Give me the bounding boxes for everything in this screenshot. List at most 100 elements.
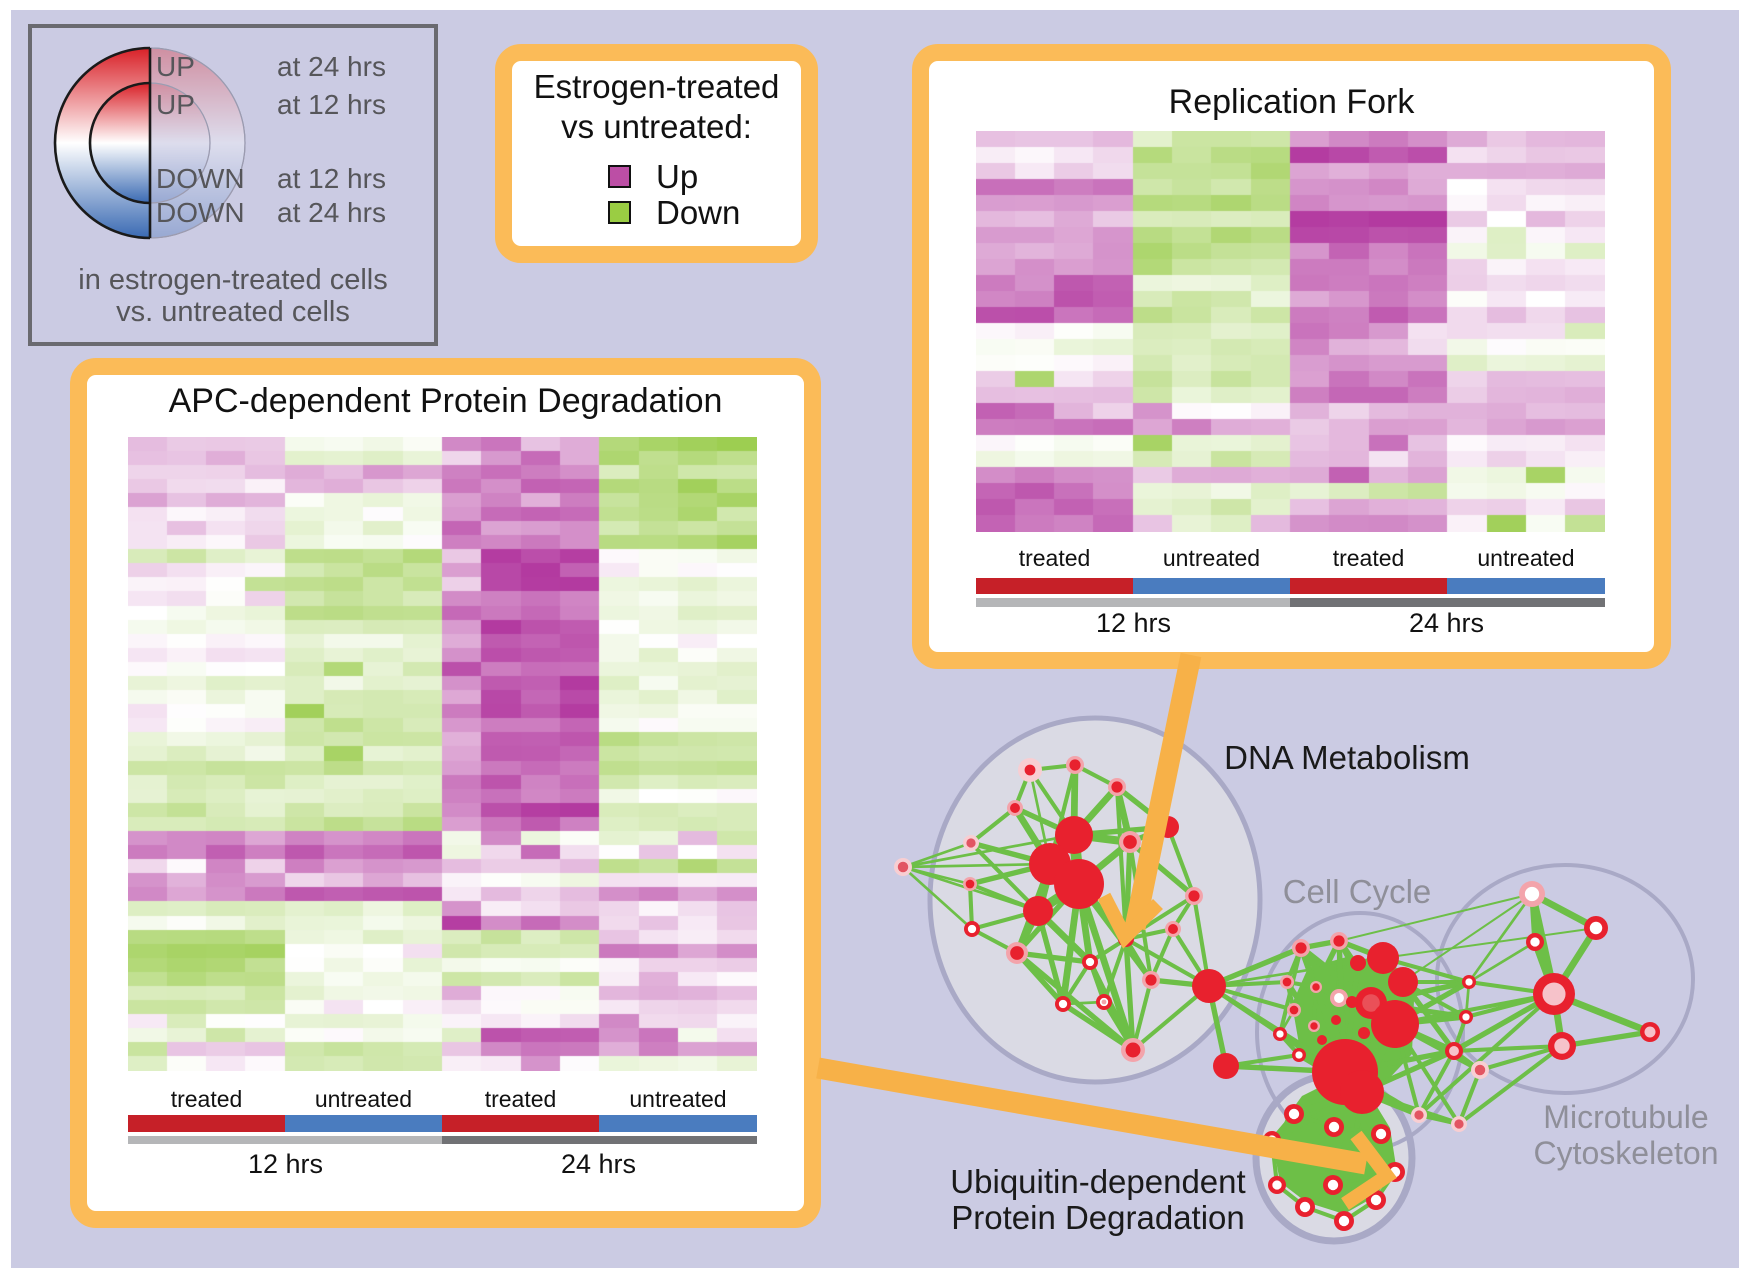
- apc-group-label-3: treated: [484, 1086, 557, 1112]
- network-node-d22: [1142, 971, 1160, 989]
- rf-untreated-24-bar: [1447, 578, 1605, 594]
- network-node-c22: [1451, 1116, 1467, 1132]
- network-node-d13: [1119, 831, 1141, 853]
- apc-12hrs-bar: [128, 1136, 442, 1144]
- network-node-c6: [1280, 975, 1294, 989]
- network-edge: [1382, 927, 1597, 959]
- network-node-m3: [1526, 933, 1544, 951]
- network-node-d20: [1055, 996, 1071, 1012]
- network-edge: [1131, 979, 1153, 1051]
- network-node-u1: [1284, 1104, 1304, 1124]
- network-node-c11: [1287, 1003, 1301, 1017]
- legend-caption-line1: in estrogen-treated cells: [78, 264, 388, 296]
- network-edge: [1457, 1044, 1564, 1126]
- network-edge: [1479, 1044, 1563, 1072]
- network-node-c19: [1445, 1042, 1463, 1060]
- network-node-d19: [1082, 954, 1098, 970]
- network-node-c1: [1292, 939, 1310, 957]
- estrogen-legend-title-line2: vs untreated:: [561, 108, 752, 145]
- network-edge: [1075, 882, 1137, 1052]
- rf-12hrs-bar: [976, 598, 1290, 607]
- network-edge: [1166, 826, 1196, 897]
- rf-24hrs-label: 24 hrs: [1408, 608, 1485, 638]
- network-edge: [902, 865, 973, 931]
- apc-treated-12-bar: [128, 1115, 285, 1132]
- cluster-label-cell-cycle: Cell Cycle: [1283, 873, 1432, 910]
- network-node-d10: [1054, 859, 1104, 909]
- rf-group-label-2: untreated: [1162, 545, 1261, 571]
- arrow-replication-fork-to-dna-head: [1097, 892, 1163, 949]
- down-label: Down: [656, 194, 741, 231]
- network-node-c7: [1310, 981, 1322, 993]
- network-edge: [1457, 1069, 1482, 1125]
- estrogen-legend-panel: Estrogen-treated vs untreated: Up Down: [495, 44, 818, 263]
- network-node-c8: [1330, 989, 1348, 1007]
- up-color-swatch: [608, 165, 631, 188]
- network-edge: [1417, 992, 1556, 1117]
- rf-treated-12-bar: [976, 578, 1133, 594]
- concentric-circles-icon: [53, 46, 246, 240]
- network-node-u7: [1268, 1176, 1286, 1194]
- network-edge: [1561, 1029, 1651, 1049]
- network-edge: [1467, 893, 1534, 983]
- network-node-d17: [964, 921, 980, 937]
- network-node-c20: [1471, 1061, 1489, 1079]
- cluster-label-dna-metabolism: DNA Metabolism: [1224, 739, 1470, 776]
- network-node-m1: [1519, 881, 1545, 907]
- network-node-d14: [1185, 887, 1203, 905]
- network-node-u2: [1324, 1117, 1344, 1137]
- network-edge: [1087, 960, 1136, 1052]
- network-edge: [902, 862, 1051, 869]
- network-edge: [969, 806, 1017, 845]
- network-node-c18: [1459, 1010, 1473, 1024]
- legend-down-12-time: at 12 hrs: [277, 163, 386, 194]
- apc-24hrs-label: 24 hrs: [560, 1149, 637, 1179]
- network-node-c12: [1308, 1020, 1320, 1032]
- legend-caption-line2: vs. untreated cells: [116, 296, 350, 328]
- legend-down-24-dir: DOWN: [156, 197, 245, 228]
- apc-panel-title: APC-dependent Protein Degradation: [168, 382, 723, 420]
- network-node-d2: [1066, 756, 1084, 774]
- cluster-label-microtubule-line1: Microtubule: [1543, 1099, 1708, 1135]
- network-node-d4: [1007, 800, 1023, 816]
- network-node-u8: [1323, 1175, 1343, 1195]
- apc-untreated-12-bar: [285, 1115, 442, 1132]
- network-edge: [969, 841, 1040, 913]
- network-edge: [1394, 991, 1555, 1027]
- rf-group-label-1: treated: [1018, 545, 1091, 571]
- network-node-c26: [1317, 1035, 1327, 1045]
- network-node-d21: [1096, 994, 1112, 1010]
- apc-24hrs-bar: [442, 1136, 757, 1144]
- network-node-d1: [1018, 758, 1042, 782]
- network-edge: [1468, 940, 1536, 984]
- network-node-c4: [1367, 942, 1399, 974]
- color-scale-legend: UP at 24 hrs UP at 12 hrs DOWN at 12 hrs…: [28, 24, 438, 346]
- network-node-c23: [1346, 996, 1358, 1008]
- network-node-m6: [1640, 1022, 1660, 1042]
- network-edge: [1123, 938, 1136, 1051]
- apc-heatmap-panel: APC-dependent Protein Degradation treate…: [70, 358, 821, 1228]
- network-node-c10: [1371, 1000, 1419, 1048]
- cluster-label-microtubule-line2: Cytoskeleton: [1534, 1135, 1719, 1171]
- network-edge: [902, 841, 972, 869]
- legend-down-12-dir: DOWN: [156, 163, 245, 194]
- apc-12hrs-label: 12 hrs: [247, 1149, 324, 1179]
- replication-fork-heatmap: [976, 131, 1605, 532]
- rf-panel-title: Replication Fork: [1168, 83, 1415, 121]
- network-edge: [1016, 950, 1091, 965]
- network-node-m2: [1584, 916, 1608, 940]
- network-node-d24: [1192, 969, 1226, 1003]
- arrow-apc-to-ubiquitin-head: [1341, 1130, 1398, 1210]
- replication-fork-panel: Replication Fork treated untreated treat…: [912, 44, 1671, 669]
- color-scale-legend-graphic: UP at 24 hrs UP at 12 hrs DOWN at 12 hrs…: [53, 46, 388, 328]
- legend-down-24-time: at 24 hrs: [277, 197, 386, 228]
- legend-up-12-dir: UP: [156, 89, 195, 120]
- network-edge: [1114, 786, 1129, 940]
- estrogen-legend-title: Estrogen-treated vs untreated:: [512, 67, 801, 147]
- network-node-d18: [1006, 942, 1028, 964]
- apc-treated-24-bar: [442, 1115, 599, 1132]
- legend-up-12-time: at 12 hrs: [277, 89, 386, 120]
- legend-up-24-dir: UP: [156, 51, 195, 82]
- network-node-d3: [1108, 778, 1126, 796]
